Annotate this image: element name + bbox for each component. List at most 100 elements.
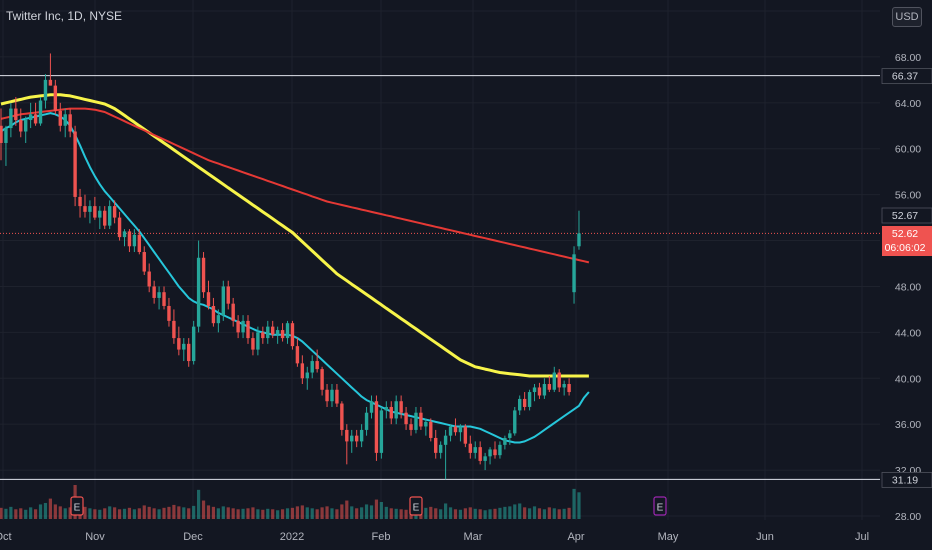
volume-bar	[503, 506, 507, 519]
candle-body	[508, 433, 512, 438]
volume-bar	[527, 508, 532, 519]
volume-bar	[448, 507, 453, 519]
volume-bar	[280, 509, 285, 519]
volume-bar	[48, 498, 52, 519]
candle-body	[527, 392, 532, 407]
candle-body	[43, 79, 48, 101]
price-label-last: 52.62	[892, 228, 918, 240]
volume-bar	[152, 508, 156, 519]
currency-button[interactable]: USD	[892, 7, 922, 27]
volume-bar	[177, 506, 181, 519]
volume-bar	[38, 504, 43, 519]
chart-title: Twitter Inc, 1D, NYSE	[6, 9, 123, 23]
candle-body	[384, 406, 389, 411]
candle-body	[434, 437, 438, 453]
candle-body	[409, 424, 413, 430]
candle-body	[201, 257, 206, 293]
volume-bar	[369, 505, 374, 519]
candle-body	[513, 410, 517, 434]
moving-average-line	[0, 107, 590, 264]
volume-bar	[453, 509, 458, 519]
candle-body	[419, 412, 423, 427]
volume-bar	[271, 509, 275, 519]
candle-body	[532, 387, 537, 393]
volume-bar	[147, 506, 151, 519]
candle-body	[547, 384, 552, 390]
candle-body	[127, 231, 132, 247]
volume-bar	[98, 509, 102, 519]
candle-body	[112, 206, 117, 218]
volume-bar	[236, 509, 240, 519]
price-tick-label: 60.00	[895, 144, 921, 156]
earnings-marker	[70, 496, 84, 516]
time-axis[interactable]	[0, 520, 932, 550]
volume-bar	[542, 509, 546, 519]
candle-body	[290, 323, 295, 347]
candle-body	[53, 85, 58, 111]
volume-bar	[117, 509, 122, 519]
candle-body	[493, 449, 497, 456]
candle-body	[350, 435, 354, 442]
volume-bar	[216, 508, 220, 519]
volume-bar	[557, 509, 561, 519]
volume-bar	[197, 489, 201, 519]
volume-bar	[231, 508, 235, 519]
candle-body	[103, 210, 107, 226]
volume-bar	[364, 504, 369, 519]
volume-bar	[300, 505, 304, 519]
candle-body	[369, 401, 374, 413]
price-axis-labels: 72.0068.0064.0060.0056.0052.0048.0044.00…	[895, 6, 921, 523]
candle-body	[117, 217, 122, 238]
volume-bar	[201, 500, 206, 519]
price-label-box	[882, 226, 932, 256]
candle-body	[473, 447, 477, 453]
volume-bar	[24, 509, 28, 519]
volume-bar	[547, 507, 551, 519]
volume-bar	[187, 508, 191, 519]
time-tick-label: May	[658, 531, 679, 543]
candle-body	[518, 398, 522, 411]
price-axis[interactable]	[880, 0, 932, 520]
candle-body	[182, 343, 186, 350]
volume-bar	[389, 508, 393, 519]
volume-bar	[345, 500, 349, 519]
volume-bar	[266, 508, 270, 519]
candle-body	[167, 305, 171, 321]
candle-body	[359, 429, 364, 442]
candle-body	[345, 429, 349, 442]
candle-body	[93, 206, 97, 218]
volume-bar	[315, 509, 319, 519]
candle-body	[310, 361, 314, 373]
candle-body	[33, 114, 38, 124]
volume-bar	[473, 508, 477, 519]
candle-body	[379, 410, 384, 453]
candle-body	[567, 384, 571, 393]
volume-bar	[458, 509, 463, 519]
candle-body	[305, 372, 309, 379]
candle-body	[241, 320, 245, 333]
candle-body	[562, 384, 566, 388]
candle-body	[266, 326, 270, 339]
horizontal-lines[interactable]	[0, 75, 880, 480]
candle-body	[503, 437, 507, 445]
candle-body	[19, 120, 23, 132]
volume-bar	[58, 506, 62, 519]
volume-bar	[330, 508, 334, 519]
volume-bar	[429, 506, 433, 519]
volume-bar	[384, 506, 388, 519]
candle-body	[226, 286, 230, 304]
candle-body	[48, 79, 53, 86]
volume-bar	[53, 504, 57, 519]
price-tick-label: 28.00	[895, 511, 921, 523]
candle-body	[320, 369, 324, 390]
candle-body	[438, 444, 443, 453]
time-tick-label: Oct	[0, 531, 12, 543]
earnings-marker-label: E	[413, 503, 420, 514]
volume-bar	[355, 508, 359, 519]
volume-bar	[142, 505, 146, 519]
price-label-level: 66.37	[892, 71, 918, 83]
volume-bar	[127, 507, 132, 519]
